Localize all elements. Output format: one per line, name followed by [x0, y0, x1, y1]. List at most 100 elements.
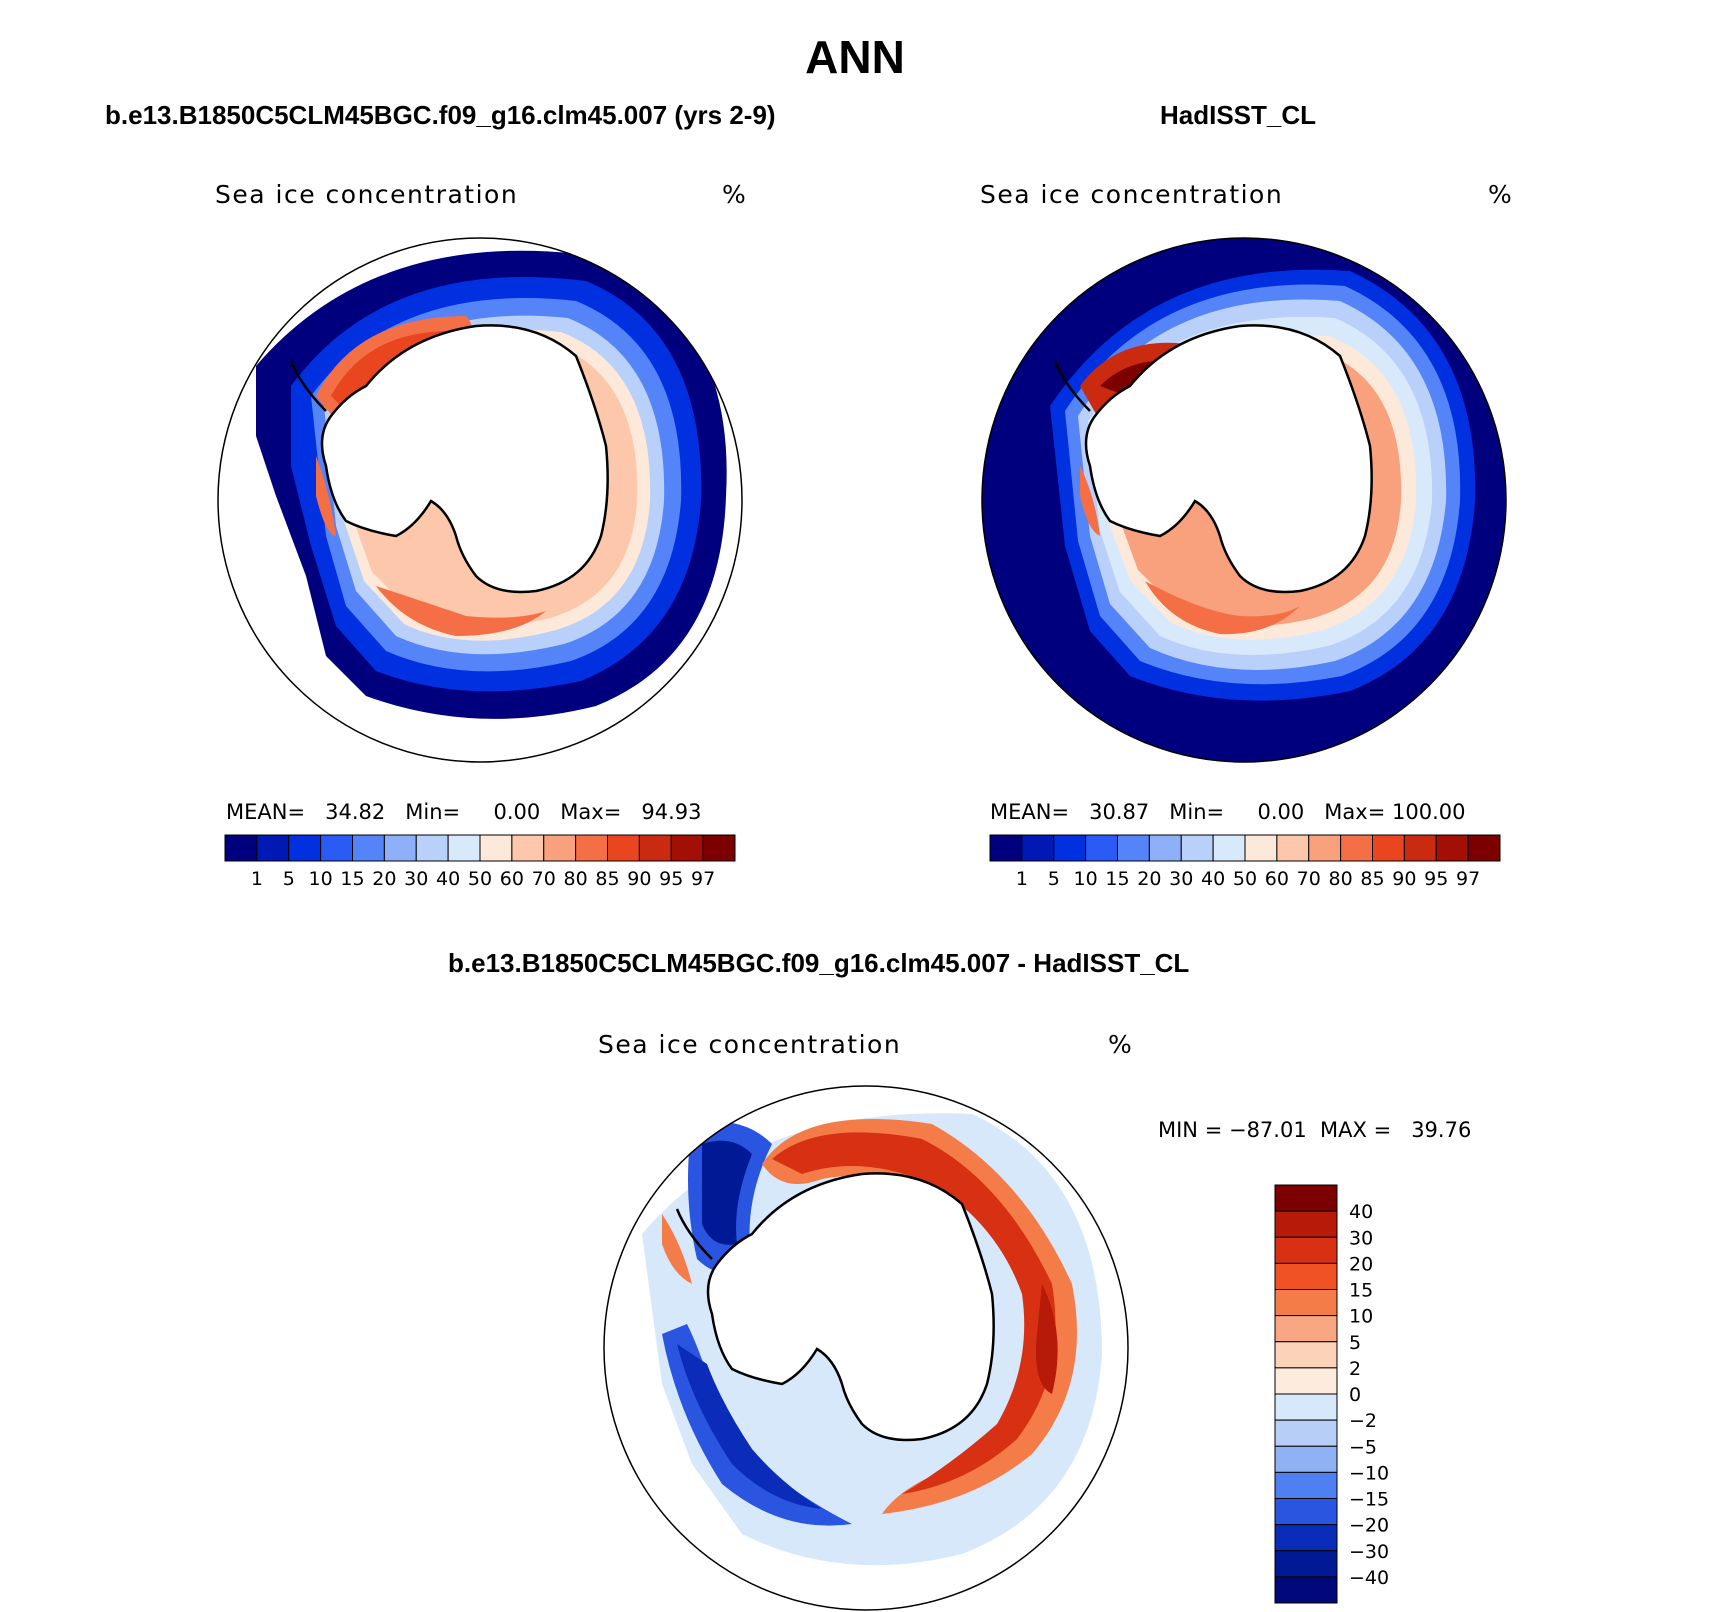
colorbar-obs: 1 5 10 15 20 30 40 50 60 70 80 85 90 95 97	[989, 834, 1501, 890]
colorbar-obs-swatch	[1085, 834, 1118, 862]
panel-title-diff: b.e13.B1850C5CLM45BGC.f09_g16.clm45.007 …	[448, 948, 1190, 978]
panel-title-model: b.e13.B1850C5CLM45BGC.f09_g16.clm45.007 …	[105, 100, 776, 130]
colorbar-model-swatch	[702, 834, 736, 862]
colorbar-diff-swatch	[1274, 1262, 1338, 1290]
colorbar-obs-swatch	[1180, 834, 1214, 862]
units-label-model: %	[722, 180, 748, 209]
colorbar-model-tick-label: 97	[691, 868, 715, 890]
colorbar-model-swatch	[383, 834, 417, 862]
colorbar-obs-tick-label: 85	[1360, 868, 1384, 890]
colorbar-diff-tick-label: 15	[1349, 1280, 1373, 1302]
colorbar-diff-tick-label: −5	[1349, 1436, 1377, 1458]
colorbar-obs-swatch	[1308, 834, 1342, 862]
colorbar-model-swatch	[288, 834, 322, 862]
colorbar-diff-swatch	[1274, 1236, 1338, 1264]
colorbar-model-tick-label: 20	[372, 868, 396, 890]
colorbar-model-tick-label: 95	[659, 868, 683, 890]
colorbar-obs-tick-label: 60	[1265, 868, 1289, 890]
colorbar-diff-swatch	[1274, 1445, 1338, 1473]
colorbar-model-tick-label: 90	[627, 868, 651, 890]
colorbar-diff-swatch	[1274, 1289, 1338, 1317]
colorbar-diff-tick-label: 20	[1349, 1253, 1373, 1275]
colorbar-obs-tick-label: 30	[1169, 868, 1193, 890]
colorbar-model-swatch	[256, 834, 290, 862]
colorbar-obs-tick-label: 95	[1424, 868, 1448, 890]
colorbar-diff-swatch	[1274, 1393, 1338, 1421]
variable-label-obs: Sea ice concentration	[980, 180, 1284, 209]
colorbar-model-tick-label: 70	[532, 868, 556, 890]
colorbar-obs-tick-label: 97	[1456, 868, 1480, 890]
colorbar-model-tick-label: 30	[404, 868, 428, 890]
colorbar-obs-swatch	[1340, 834, 1373, 862]
colorbar-obs-tick-label: 50	[1233, 868, 1257, 890]
colorbar-model-swatch	[224, 834, 258, 862]
colorbar-model-swatch	[543, 834, 577, 862]
colorbar-diff-swatch	[1274, 1524, 1338, 1552]
colorbar-diff-swatch	[1274, 1550, 1338, 1578]
colorbar-obs-swatch	[1021, 834, 1055, 862]
colorbar-diff-tick-label: −30	[1349, 1541, 1389, 1563]
colorbar-obs-tick-label: 1	[1016, 868, 1028, 890]
colorbar-obs-swatch	[1403, 834, 1437, 862]
colorbar-obs-swatch	[1244, 834, 1278, 862]
stats-obs: MEAN= 30.87 Min= 0.00 Max= 100.00	[990, 800, 1466, 824]
polar-map-obs	[981, 237, 1507, 763]
colorbar-model-tick-label: 60	[500, 868, 524, 890]
colorbar-model-swatch	[447, 834, 481, 862]
colorbar-obs-tick-label: 20	[1137, 868, 1161, 890]
variable-label-diff: Sea ice concentration	[598, 1030, 902, 1059]
colorbar-model-swatch	[352, 834, 385, 862]
colorbar-obs-swatch	[1053, 834, 1087, 862]
colorbar-model-tick-label: 85	[595, 868, 619, 890]
colorbar-diff-swatch	[1274, 1367, 1338, 1395]
colorbar-diff-tick-label: −10	[1349, 1462, 1389, 1484]
colorbar-model-tick-label: 40	[436, 868, 460, 890]
polar-map-model	[217, 237, 743, 763]
colorbar-diff-tick-label: −15	[1349, 1489, 1389, 1511]
colorbar-diff-tick-label: 2	[1349, 1358, 1361, 1380]
colorbar-obs-swatch	[1117, 834, 1150, 862]
colorbar-model-tick-label: 10	[309, 868, 333, 890]
colorbar-model-tick-label: 15	[340, 868, 364, 890]
colorbar-diff-swatch	[1274, 1498, 1338, 1526]
colorbar-obs-swatch	[989, 834, 1023, 862]
figure-title: ANN	[805, 31, 905, 83]
colorbar-model-tick-label: 5	[283, 868, 295, 890]
colorbar-diff-tick-label: −20	[1349, 1515, 1389, 1537]
colorbar-obs-tick-label: 90	[1392, 868, 1416, 890]
colorbar-diff-tick-label: 30	[1349, 1227, 1373, 1249]
colorbar-diff-tick-label: 40	[1349, 1201, 1373, 1223]
colorbar-model-swatch	[638, 834, 672, 862]
colorbar-obs-tick-label: 40	[1201, 868, 1225, 890]
colorbar-model-swatch	[479, 834, 513, 862]
colorbar-obs-tick-label: 5	[1048, 868, 1060, 890]
colorbar-obs-swatch	[1467, 834, 1501, 862]
colorbar-obs-swatch	[1372, 834, 1405, 862]
colorbar-diff-swatch	[1274, 1341, 1338, 1369]
colorbar-diff-tick-label: 5	[1349, 1332, 1361, 1354]
colorbar-obs-tick-label: 10	[1074, 868, 1098, 890]
colorbar-diff-swatch	[1274, 1419, 1338, 1447]
colorbar-obs-swatch	[1212, 834, 1246, 862]
minmax-diff: MIN = −87.01 MAX = 39.76	[1158, 1118, 1472, 1142]
colorbar-diff-swatch	[1274, 1471, 1338, 1499]
colorbar-obs-tick-label: 15	[1105, 868, 1129, 890]
colorbar-diff-tick-label: 10	[1349, 1306, 1373, 1328]
colorbar-obs-swatch	[1148, 834, 1182, 862]
colorbar-model: 1 5 10 15 20 30 40 50 60 70 80 85 90 95 97	[224, 834, 736, 890]
stats-model: MEAN= 34.82 Min= 0.00 Max= 94.93	[226, 800, 702, 824]
colorbar-model-tick-label: 80	[564, 868, 588, 890]
colorbar-diff-swatch	[1274, 1576, 1338, 1604]
colorbar-model-swatch	[320, 834, 353, 862]
colorbar-model-swatch	[415, 834, 449, 862]
colorbar-diff-swatch	[1274, 1315, 1338, 1343]
polar-map-diff	[603, 1085, 1129, 1611]
colorbar-model-swatch	[511, 834, 545, 862]
colorbar-diff-tick-label: 0	[1349, 1384, 1361, 1406]
colorbar-model-tick-label: 1	[251, 868, 263, 890]
colorbar-obs-tick-label: 80	[1329, 868, 1353, 890]
colorbar-obs-swatch	[1276, 834, 1310, 862]
units-label-diff: %	[1108, 1030, 1134, 1059]
colorbar-diff-tick-label: −2	[1349, 1410, 1377, 1432]
